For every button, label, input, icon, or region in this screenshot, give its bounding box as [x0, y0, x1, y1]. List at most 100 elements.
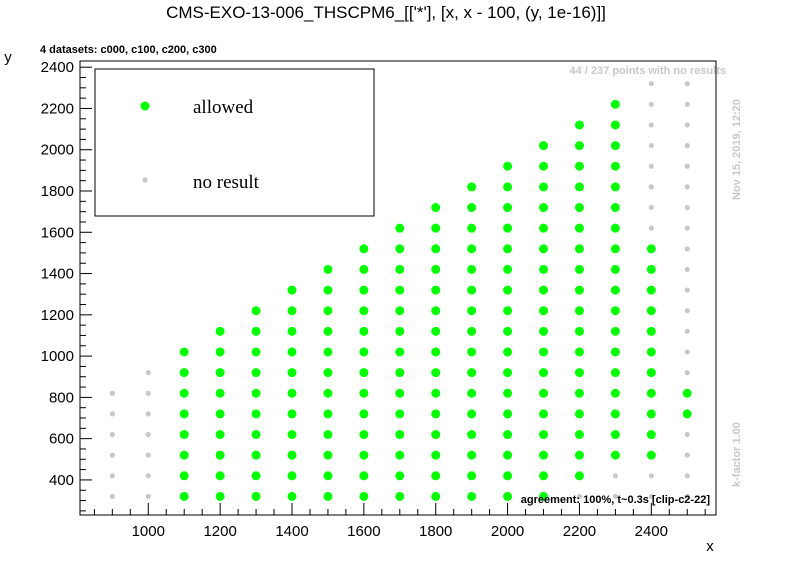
- y-tick-label: 2200: [41, 100, 74, 117]
- allowed-point: [251, 326, 261, 336]
- chart-title: CMS-EXO-13-006_THSCPM6_[['*'], [x, x - 1…: [166, 3, 606, 22]
- allowed-point: [503, 471, 513, 481]
- allowed-point: [179, 409, 189, 419]
- allowed-point: [431, 368, 441, 378]
- agreement-note: agreement: 100%, t~0.3s [clip-c2-22]: [521, 494, 711, 506]
- allowed-point: [574, 368, 584, 378]
- allowed-point: [682, 409, 692, 419]
- allowed-point: [215, 368, 225, 378]
- allowed-point: [395, 306, 405, 316]
- no-result-point: [684, 370, 690, 376]
- y-tick-label: 600: [49, 431, 74, 448]
- allowed-point: [323, 409, 333, 419]
- allowed-point: [574, 430, 584, 440]
- no-result-point: [145, 452, 151, 458]
- allowed-point: [251, 347, 261, 357]
- allowed-point: [574, 203, 584, 213]
- no-result-point: [684, 266, 690, 273]
- data-points: [109, 81, 692, 501]
- legend-label-allowed: allowed: [193, 97, 254, 118]
- no-result-point: [145, 411, 151, 417]
- y-tick-label: 1600: [41, 224, 74, 241]
- allowed-point: [503, 182, 513, 192]
- allowed-point: [503, 368, 513, 378]
- allowed-point: [467, 450, 477, 460]
- allowed-point: [539, 326, 549, 336]
- allowed-point: [574, 223, 584, 233]
- no-result-point: [648, 225, 654, 231]
- legend: allowed no result: [94, 68, 375, 217]
- no-result-point: [648, 101, 654, 107]
- allowed-point: [467, 182, 477, 192]
- allowed-point: [431, 347, 441, 357]
- no-result-point: [684, 225, 690, 231]
- allowed-point: [539, 285, 549, 295]
- legend-label-no-result: no result: [193, 172, 260, 193]
- allowed-point: [215, 409, 225, 419]
- allowed-point: [287, 471, 297, 481]
- allowed-point: [610, 388, 620, 398]
- allowed-point: [395, 244, 405, 254]
- allowed-point: [287, 326, 297, 336]
- allowed-point: [251, 430, 261, 440]
- no-result-point: [684, 204, 690, 211]
- no-result-point: [684, 163, 690, 169]
- allowed-point: [467, 203, 477, 213]
- no-result-point: [684, 493, 690, 500]
- legend-marker-no-result: [142, 177, 148, 183]
- allowed-point: [359, 388, 369, 398]
- allowed-point: [431, 430, 441, 440]
- no-result-point: [109, 452, 115, 458]
- allowed-point: [467, 409, 477, 419]
- allowed-point: [179, 471, 189, 481]
- allowed-point: [467, 471, 477, 481]
- allowed-point: [359, 347, 369, 357]
- allowed-point: [610, 203, 620, 213]
- allowed-point: [539, 182, 549, 192]
- allowed-point: [646, 306, 656, 316]
- allowed-point: [431, 409, 441, 419]
- allowed-point: [467, 326, 477, 336]
- allowed-point: [323, 264, 333, 274]
- allowed-point: [287, 368, 297, 378]
- allowed-point: [395, 264, 405, 274]
- allowed-point: [574, 326, 584, 336]
- allowed-point: [539, 409, 549, 419]
- allowed-point: [646, 347, 656, 357]
- allowed-point: [467, 388, 477, 398]
- allowed-point: [359, 368, 369, 378]
- axes: 1000 1200 1400 1600 1800 2000 2200 2400 400 600 80…: [41, 59, 706, 540]
- chart-subtitle: 4 datasets: c000, c100, c200, c300: [40, 44, 217, 56]
- allowed-point: [395, 430, 405, 440]
- allowed-point: [431, 388, 441, 398]
- allowed-point: [610, 99, 620, 109]
- x-tick-label: 2400: [635, 523, 668, 540]
- allowed-point: [503, 388, 513, 398]
- no-result-point: [684, 101, 690, 107]
- no-result-point: [145, 473, 151, 479]
- allowed-point: [574, 264, 584, 274]
- allowed-point: [610, 347, 620, 357]
- no-result-point: [145, 370, 151, 376]
- no-result-point: [684, 349, 690, 355]
- allowed-point: [539, 223, 549, 233]
- allowed-point: [179, 450, 189, 460]
- allowed-point: [610, 450, 620, 460]
- allowed-point: [179, 368, 189, 378]
- no-result-point: [109, 411, 115, 417]
- allowed-point: [646, 450, 656, 460]
- allowed-point: [359, 430, 369, 440]
- allowed-point: [610, 326, 620, 336]
- allowed-point: [610, 306, 620, 316]
- allowed-point: [503, 306, 513, 316]
- allowed-point: [610, 409, 620, 419]
- allowed-point: [503, 161, 513, 171]
- allowed-point: [574, 471, 584, 481]
- allowed-point: [287, 285, 297, 295]
- allowed-point: [323, 306, 333, 316]
- allowed-point: [395, 450, 405, 460]
- allowed-point: [287, 409, 297, 419]
- allowed-point: [467, 264, 477, 274]
- allowed-point: [503, 264, 513, 274]
